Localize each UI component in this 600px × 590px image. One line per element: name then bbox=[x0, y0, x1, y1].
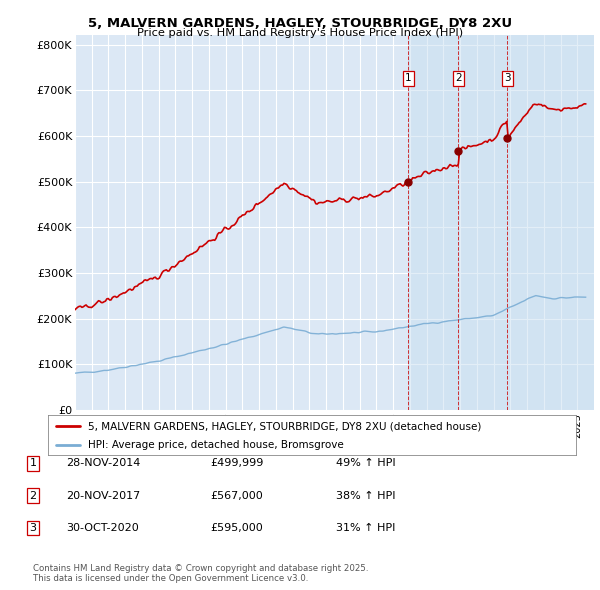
Text: 38% ↑ HPI: 38% ↑ HPI bbox=[336, 491, 395, 500]
Text: £567,000: £567,000 bbox=[210, 491, 263, 500]
Text: 3: 3 bbox=[29, 523, 37, 533]
Text: Contains HM Land Registry data © Crown copyright and database right 2025.
This d: Contains HM Land Registry data © Crown c… bbox=[33, 563, 368, 583]
Text: 2: 2 bbox=[455, 74, 462, 83]
Text: 30-OCT-2020: 30-OCT-2020 bbox=[66, 523, 139, 533]
Text: 28-NOV-2014: 28-NOV-2014 bbox=[66, 458, 140, 468]
Text: 5, MALVERN GARDENS, HAGLEY, STOURBRIDGE, DY8 2XU: 5, MALVERN GARDENS, HAGLEY, STOURBRIDGE,… bbox=[88, 17, 512, 30]
Text: 49% ↑ HPI: 49% ↑ HPI bbox=[336, 458, 395, 468]
Text: 3: 3 bbox=[504, 74, 511, 83]
Text: HPI: Average price, detached house, Bromsgrove: HPI: Average price, detached house, Brom… bbox=[88, 440, 343, 450]
Text: 31% ↑ HPI: 31% ↑ HPI bbox=[336, 523, 395, 533]
Text: 2: 2 bbox=[29, 491, 37, 500]
Text: 1: 1 bbox=[29, 458, 37, 468]
Text: £499,999: £499,999 bbox=[210, 458, 263, 468]
Text: 1: 1 bbox=[405, 74, 412, 83]
Text: £595,000: £595,000 bbox=[210, 523, 263, 533]
Bar bbox=[409, 35, 594, 410]
Text: 20-NOV-2017: 20-NOV-2017 bbox=[66, 491, 140, 500]
Text: Price paid vs. HM Land Registry's House Price Index (HPI): Price paid vs. HM Land Registry's House … bbox=[137, 28, 463, 38]
Text: 5, MALVERN GARDENS, HAGLEY, STOURBRIDGE, DY8 2XU (detached house): 5, MALVERN GARDENS, HAGLEY, STOURBRIDGE,… bbox=[88, 421, 481, 431]
